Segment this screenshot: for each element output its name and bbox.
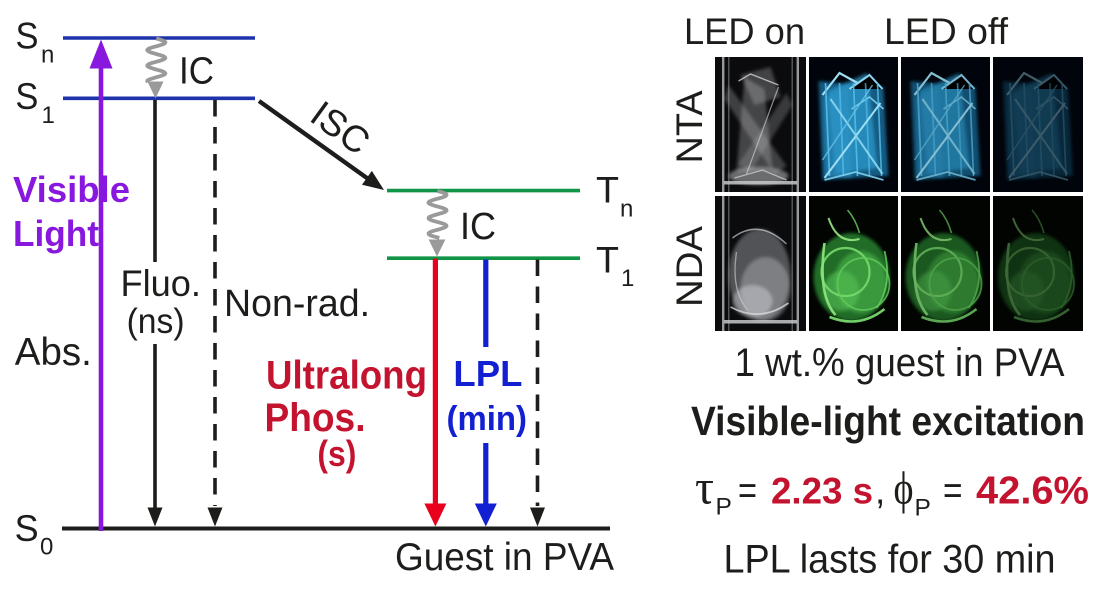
svg-text:Abs.: Abs. [15,331,92,374]
svg-text:Ultralong: Ultralong [266,354,427,398]
svg-text:P: P [915,494,931,521]
svg-text:Phos.: Phos. [265,396,366,440]
svg-text:42.6%: 42.6% [976,470,1089,513]
svg-text:T: T [596,169,619,211]
svg-text:=: = [738,469,757,513]
svg-text:ϕ: ϕ [894,463,914,515]
svg-text:n: n [41,41,54,68]
svg-text:IC: IC [179,51,214,93]
svg-text:,: , [875,471,885,512]
svg-text:S: S [16,15,39,57]
svg-text:1: 1 [42,102,55,129]
svg-text:0: 0 [40,534,53,561]
svg-text:S: S [15,507,39,549]
svg-text:LED on: LED on [684,10,805,52]
svg-text:Light: Light [13,213,99,254]
svg-text:P: P [716,494,732,521]
svg-text:NDA: NDA [668,226,710,307]
svg-text:S: S [15,75,38,117]
svg-text:NTA: NTA [668,91,710,164]
svg-text:T: T [596,238,619,280]
svg-text:LED off: LED off [884,10,1009,52]
svg-text:1 wt.% guest in PVA: 1 wt.% guest in PVA [735,341,1065,385]
svg-text:Non-rad.: Non-rad. [224,283,370,325]
svg-text:(ns): (ns) [127,302,185,341]
svg-text:τ: τ [695,460,714,515]
svg-text:(s): (s) [317,433,356,474]
svg-text:(min): (min) [447,400,528,438]
svg-text:1: 1 [621,265,634,292]
svg-text:IC: IC [460,206,496,248]
svg-text:Visible-light excitation: Visible-light excitation [691,398,1085,444]
svg-text:=: = [943,469,963,513]
svg-text:LPL: LPL [453,353,522,394]
svg-text:n: n [620,195,633,222]
svg-text:Fluo.: Fluo. [121,262,202,304]
svg-text:Guest in PVA: Guest in PVA [395,536,614,579]
svg-text:2.23 s: 2.23 s [771,471,873,512]
svg-text:Visible: Visible [13,169,130,210]
svg-text:LPL lasts for 30 min: LPL lasts for 30 min [724,538,1056,582]
